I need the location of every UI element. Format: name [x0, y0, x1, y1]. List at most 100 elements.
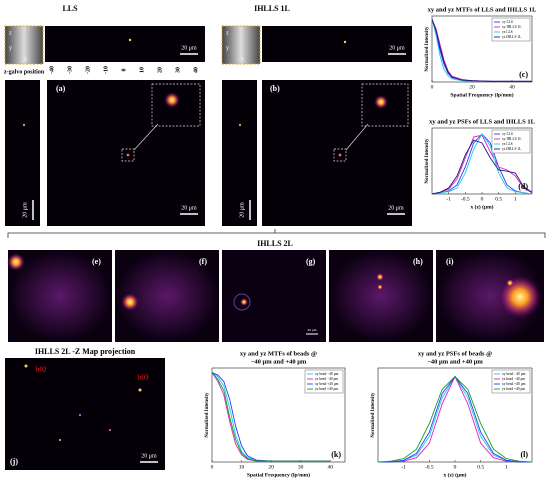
- scale-bar-label: 20 μm: [181, 45, 197, 51]
- panel-b: 20 μm (b) 20 μm: [222, 80, 412, 226]
- scale-bar-label: 20 μm: [239, 202, 245, 218]
- legend-box: [491, 129, 531, 154]
- legend-label: xy bead +40 μm: [315, 382, 339, 386]
- x-tick-label: 10: [239, 464, 245, 470]
- ihlls-2l-images: (e) (f) (g) 20 μm (h) (i): [7, 250, 544, 342]
- x-tick-label: 0: [211, 464, 214, 470]
- axis-letter: x: [24, 56, 27, 62]
- x-tick-label: -0.5: [461, 196, 470, 202]
- chart-title: −40 μm and +40 μm: [251, 358, 307, 365]
- bead-label: b02: [36, 366, 47, 374]
- legend-label: xy IHLLS 1L: [502, 25, 522, 29]
- legend-label: xy IHLLS 1L: [502, 137, 522, 141]
- x-tick-label: 30: [298, 464, 304, 470]
- y-axis-label: Normalized Intensity: [205, 392, 210, 438]
- axis-letter: z: [9, 30, 12, 36]
- ihlls-inset: z y x 20 μm: [221, 25, 412, 65]
- panel-label: (b): [270, 84, 280, 93]
- panel-label: (h): [413, 257, 423, 266]
- panel-label: (l): [520, 450, 528, 459]
- x-tick-label: 1: [505, 464, 508, 470]
- axis-letter: y: [226, 45, 229, 51]
- panel-label: (j): [10, 457, 18, 466]
- galvo-label: z-galvo position: [4, 69, 45, 75]
- legend-label: yz bead +40 μm: [502, 387, 525, 391]
- axis-letter: z: [226, 30, 229, 36]
- scale-bar-label: 20 μm: [181, 205, 197, 211]
- x-tick-label: 20: [268, 464, 274, 470]
- bracket: [7, 229, 546, 238]
- x-tick-label: 1: [514, 196, 517, 202]
- panel-label: (f): [199, 257, 207, 266]
- series-line: [431, 133, 533, 195]
- galvo-tick: 20: [157, 67, 163, 73]
- section-title: IHLLS 2L -Z Map projection: [35, 347, 136, 356]
- section-title: LLS: [62, 4, 78, 13]
- x-tick-label: -1: [446, 196, 451, 202]
- series-line: [211, 372, 331, 462]
- x-tick-label: -1: [401, 464, 406, 470]
- x-tick-label: 0: [454, 464, 457, 470]
- legend-label: xy bead −40 μm: [502, 372, 526, 376]
- legend-box: [304, 369, 344, 394]
- x-tick-label: 0.5: [477, 464, 484, 470]
- legend-label: xy bead +40 μm: [502, 382, 526, 386]
- legend-label: yz bead −40 μm: [502, 377, 525, 381]
- scale-bar-label: 20 μm: [308, 328, 317, 332]
- chart-title: −40 μm and +40 μm: [427, 358, 483, 365]
- galvo-tick: 30: [175, 67, 181, 73]
- chart-title: xy and yz MTFs of LLS and IHLLS 1L: [428, 6, 537, 13]
- x-tick-label: 40: [327, 464, 333, 470]
- galvo-tick: -40: [49, 66, 55, 74]
- panel-j: b02 b03 (j) 20 μm: [5, 358, 165, 470]
- galvo-tick: 40: [193, 67, 199, 73]
- legend-label: yz bead −40 μm: [315, 377, 338, 381]
- galvo-tick: -30: [67, 66, 73, 74]
- x-tick-label: 20: [469, 84, 475, 90]
- panel-label: (g): [306, 257, 316, 266]
- scale-bar-label: 20 μm: [141, 453, 157, 459]
- series-line: [431, 18, 532, 82]
- axis-letter: y: [9, 45, 12, 51]
- galvo-tick: -10: [103, 66, 109, 74]
- scale-bar-label: 20 μm: [22, 202, 28, 218]
- y-axis-label: Normalized Intensity: [425, 138, 430, 184]
- legend-label: xy LLS: [502, 20, 513, 24]
- panel-label: (i): [446, 257, 454, 266]
- chart-title: xy and yz PSFs of LLS and IHLLS 1L: [429, 118, 536, 125]
- panel-label: (a): [56, 84, 66, 93]
- y-axis-label: Normalized Intensity: [425, 26, 430, 72]
- x-tick-label: -0.5: [425, 464, 434, 470]
- bead-label: b03: [138, 374, 149, 382]
- x-tick-label: 0.5: [495, 196, 502, 202]
- x-tick-label: 0: [431, 84, 434, 90]
- chart-title: xy and yz MTFs of beads @: [240, 350, 317, 357]
- galvo-tick: -20: [85, 66, 91, 74]
- legend-label: yz bead +40 μm: [315, 387, 338, 391]
- legend-label: yz IHLLS 1L: [502, 35, 521, 39]
- x-axis-label: Spatial Frequency (lp/mm): [247, 471, 310, 478]
- panel-label: (c): [519, 70, 528, 79]
- panel-label: (e): [92, 257, 101, 266]
- legend-label: yz IHLLS 1L: [502, 147, 521, 151]
- legend-box: [491, 17, 531, 42]
- legend-label: yz LLS: [502, 30, 513, 34]
- section-title: IHLLS 2L: [257, 239, 293, 248]
- x-axis-label: x (z) (μm): [471, 203, 494, 210]
- series-line: [431, 139, 533, 195]
- scale-bar-label: 20 μm: [389, 45, 405, 51]
- x-tick-label: 0: [481, 196, 484, 202]
- x-axis-label: Spatial Frequency (lp/mm): [450, 91, 513, 98]
- legend-label: xy LLS: [502, 132, 513, 136]
- scale-bar-label: 20 μm: [388, 205, 404, 211]
- axis-letter: x: [241, 56, 244, 62]
- x-axis-label: x (z) (μm): [444, 471, 467, 478]
- series-line: [431, 134, 533, 195]
- galvo-tick: 10: [139, 67, 145, 73]
- y-axis-label: Normalized Intensity: [371, 392, 376, 438]
- panel-a: 20 μm (a) 20 μm: [5, 80, 205, 226]
- legend-label: yz LLS: [502, 142, 513, 146]
- panel-label: (k): [331, 450, 341, 459]
- galvo-tick: 0: [121, 69, 127, 72]
